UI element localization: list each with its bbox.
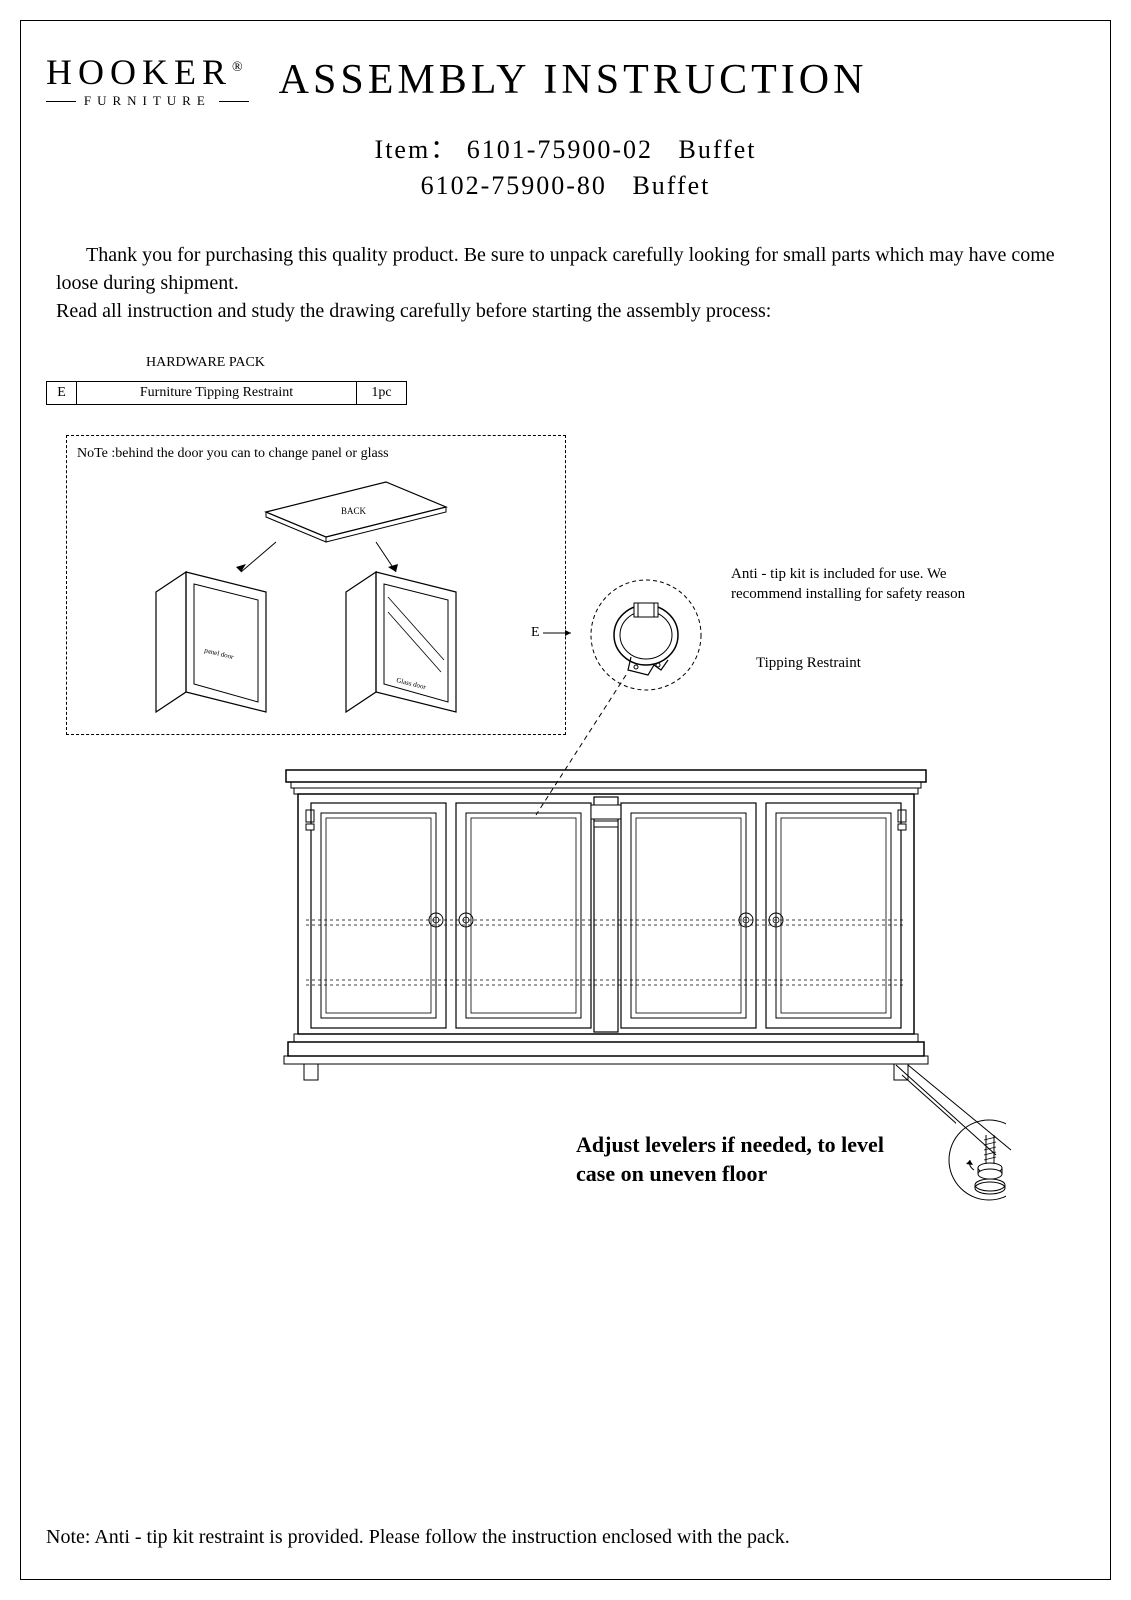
note-panel-text: NoTe :behind the door you can to change …	[77, 446, 555, 462]
restraint-text: Anti - tip kit is included for use. We r…	[731, 565, 976, 604]
leveler-area: Adjust levelers if needed, to level case…	[576, 1115, 1006, 1205]
brand-logo: HOOKER® FURNITURE	[46, 51, 249, 109]
bottom-note: Note: Anti - tip kit restraint is provid…	[46, 1526, 790, 1549]
intro-text: Thank you for purchasing this quality pr…	[46, 241, 1085, 325]
intro-line2: Read all instruction and study the drawi…	[56, 297, 1085, 325]
restraint-area: E Anti - tip kit is included for use. We…	[576, 565, 976, 705]
logo-line-right	[219, 101, 249, 102]
back-label: BACK	[341, 506, 367, 516]
intro-line1: Thank you for purchasing this quality pr…	[56, 241, 1085, 297]
hw-qty: 1pc	[357, 382, 407, 405]
table-row: E Furniture Tipping Restraint 1pc	[47, 382, 407, 405]
item-sku-0: 6101-75900-02	[467, 135, 653, 164]
panel-door-label: panel door	[204, 646, 235, 661]
e-label: E	[531, 625, 540, 640]
item-name-1: Buffet	[632, 171, 710, 200]
leveler-icon	[944, 1115, 1006, 1205]
note-panel-box: NoTe :behind the door you can to change …	[66, 435, 566, 735]
logo-name-text: HOOKER	[46, 52, 232, 92]
item-prefix-0: Item：	[375, 135, 459, 164]
item-sku-1: 6102-75900-80	[421, 171, 607, 200]
item-name-0: Buffet	[679, 135, 757, 164]
restraint-label: Tipping Restraint	[756, 655, 861, 672]
item-block: Item： 6101-75900-02 Buffet 6102-75900-80…	[46, 129, 1085, 201]
hardware-table: E Furniture Tipping Restraint 1pc	[46, 381, 407, 405]
panel-door-diagram: BACK panel door	[86, 472, 546, 722]
buffet-diagram	[276, 755, 956, 1130]
glass-door-label: Glass door	[396, 676, 428, 691]
hw-name: Furniture Tipping Restraint	[77, 382, 357, 405]
hardware-header: HARDWARE PACK	[146, 355, 1085, 371]
leveler-text: Adjust levelers if needed, to level case…	[576, 1131, 924, 1188]
logo-subtitle: FURNITURE	[84, 93, 211, 109]
logo-line-left	[46, 101, 76, 102]
page-title: ASSEMBLY INSTRUCTION	[279, 56, 868, 104]
hw-code: E	[47, 382, 77, 405]
registered-mark: ®	[232, 60, 249, 75]
